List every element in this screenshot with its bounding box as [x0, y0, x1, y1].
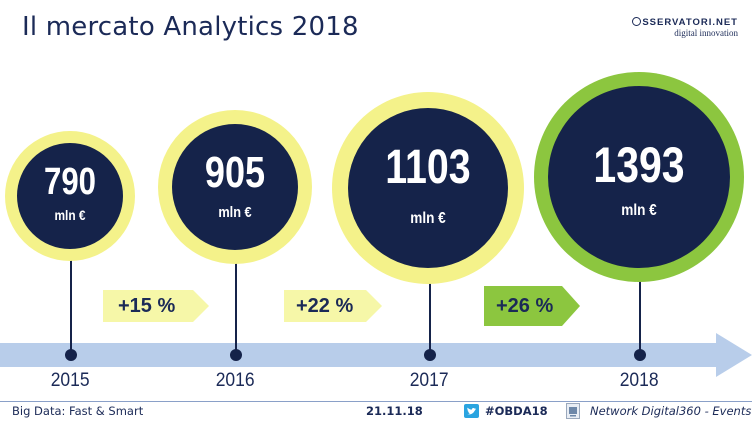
timeline-dot [634, 349, 646, 361]
footer-event-name: Big Data: Fast & Smart [12, 404, 144, 418]
growth-label-2: +22 % [296, 295, 354, 317]
growth-label-3: +26 % [496, 295, 554, 317]
bubble-value: 1103 [385, 141, 471, 194]
bubble-value: 1393 [593, 137, 685, 193]
footer-organizer: Network Digital360 - Events [590, 404, 752, 418]
stem-2015 [70, 258, 72, 354]
year-label: 2016 [215, 370, 255, 391]
bubble-2016: 905 mln € [172, 124, 298, 250]
stem-2017 [429, 282, 431, 354]
stem-2018 [639, 275, 641, 354]
logo-bottom-text: digital innovation [674, 28, 738, 38]
year-label: 2018 [619, 370, 659, 391]
bubble-unit: mln € [410, 210, 446, 227]
year-label: 2015 [50, 370, 90, 391]
growth-arrow-2 [284, 290, 382, 322]
slide-title: Il mercato Analytics 2018 [22, 12, 359, 42]
twitter-icon [464, 404, 479, 418]
bubble-unit: mln € [54, 207, 86, 223]
bubble-2018: 1393 mln € [548, 86, 730, 268]
year-label: 2017 [409, 370, 449, 391]
growth-label-1: +15 % [118, 295, 176, 317]
bubble-value: 905 [204, 148, 266, 197]
growth-arrow-3 [484, 286, 580, 326]
network-digital360-icon [566, 403, 580, 419]
growth-arrow-1 [103, 290, 209, 322]
logo-ring-icon [632, 17, 642, 26]
timeline-dot [424, 349, 436, 361]
footer-date: 21.11.18 [366, 404, 423, 418]
bubble-value: 790 [44, 161, 96, 203]
logo-top-text: SSERVATORI.NET [642, 17, 738, 28]
bubble-2017: 1103 mln € [348, 108, 508, 268]
bubble-unit: mln € [218, 204, 252, 221]
stem-2016 [235, 262, 237, 354]
footer-hashtag: #OBDA18 [485, 404, 548, 418]
timeline-dot [65, 349, 77, 361]
osservatori-logo: SSERVATORI.NET digital innovation [632, 17, 738, 39]
bubble-unit: mln € [621, 202, 657, 219]
footer-divider [0, 401, 752, 402]
timeline-dot [230, 349, 242, 361]
bubble-2015: 790 mln € [17, 143, 123, 249]
